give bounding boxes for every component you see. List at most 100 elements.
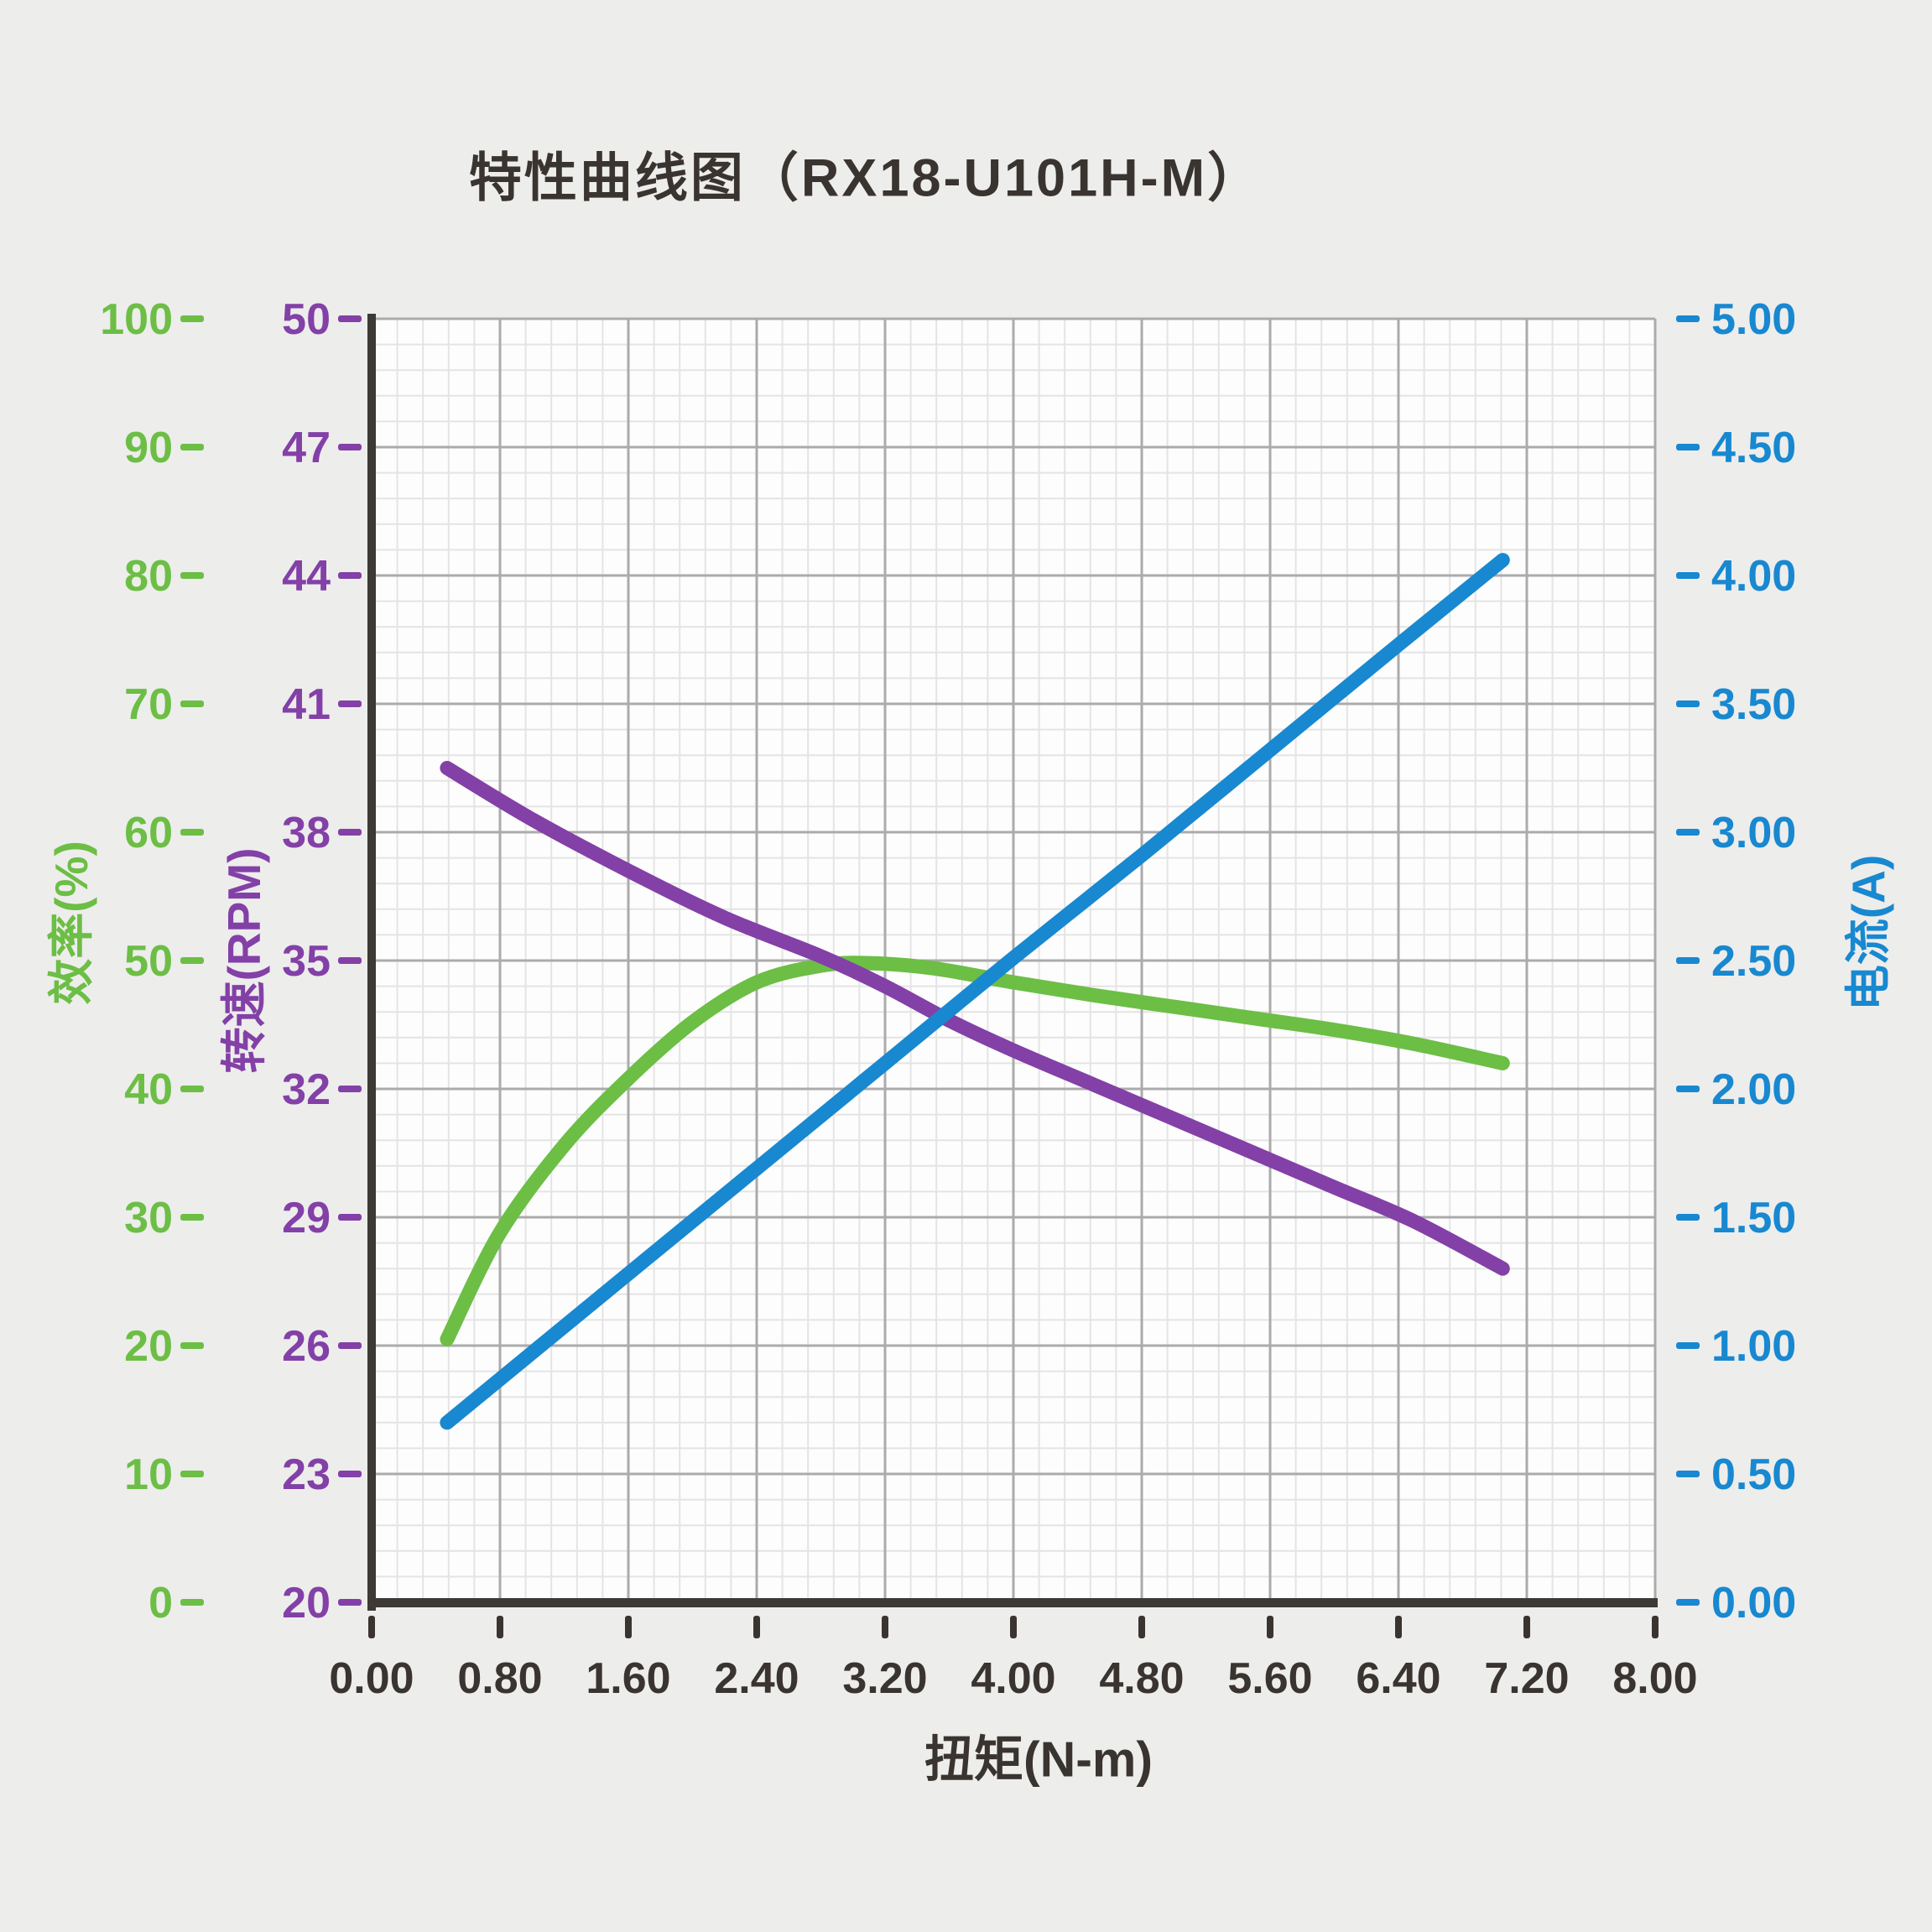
current-tick-label: 5.00 xyxy=(1711,295,1796,344)
efficiency-tick-mark xyxy=(180,1599,204,1606)
efficiency-tick-mark xyxy=(180,444,204,450)
y-axis-line xyxy=(367,314,376,1611)
speed-tick-mark xyxy=(338,444,362,450)
x-tick-label: 3.20 xyxy=(842,1654,927,1703)
speed-curve xyxy=(440,761,1510,1276)
current-tick-label: 0.50 xyxy=(1711,1450,1796,1499)
speed-tick-mark xyxy=(338,829,362,836)
efficiency-tick-mark xyxy=(180,1471,204,1477)
current-tick-mark xyxy=(1676,1342,1700,1349)
current-tick-mark xyxy=(1676,1086,1700,1092)
x-tick-label: 0.80 xyxy=(457,1654,542,1703)
x-tick-label: 6.40 xyxy=(1356,1654,1440,1703)
efficiency-curve xyxy=(440,956,1510,1346)
speed-tick-label: 20 xyxy=(282,1579,331,1627)
current-tick-label: 1.00 xyxy=(1711,1322,1796,1371)
speed-tick-mark xyxy=(338,1214,362,1221)
current-tick-label: 2.50 xyxy=(1711,937,1796,986)
x-tick-label: 5.60 xyxy=(1227,1654,1312,1703)
x-tick-label: 1.60 xyxy=(586,1654,670,1703)
efficiency-tick-mark xyxy=(180,1086,204,1092)
current-tick-mark xyxy=(1676,1214,1700,1221)
x-tick-mark xyxy=(368,1616,375,1638)
speed-tick-label: 44 xyxy=(282,552,331,601)
speed-tick-label: 41 xyxy=(282,680,331,729)
speed-tick-label: 23 xyxy=(282,1450,331,1499)
x-tick-mark xyxy=(625,1616,632,1638)
x-tick-mark xyxy=(1138,1616,1145,1638)
efficiency-tick-label: 10 xyxy=(124,1450,173,1499)
speed-tick-label: 50 xyxy=(282,295,331,344)
efficiency-tick-label: 20 xyxy=(124,1322,173,1371)
current-tick-label: 4.00 xyxy=(1711,552,1796,601)
current-tick-label: 4.50 xyxy=(1711,424,1796,472)
chart-title: 特性曲线图（RX18-U101H-M） xyxy=(468,148,1263,208)
efficiency-tick-mark xyxy=(180,1342,204,1349)
current-tick-label: 0.00 xyxy=(1711,1579,1796,1627)
current-curve xyxy=(440,553,1510,1430)
efficiency-tick-label: 60 xyxy=(124,809,173,857)
current-tick-mark xyxy=(1676,957,1700,964)
x-tick-mark xyxy=(882,1616,888,1638)
speed-tick-mark xyxy=(338,1599,362,1606)
x-tick-mark xyxy=(1523,1616,1530,1638)
x-tick-label: 4.80 xyxy=(1099,1654,1184,1703)
x-tick-mark xyxy=(1395,1616,1402,1638)
x-axis-line xyxy=(367,1598,1658,1607)
current-tick-label: 1.50 xyxy=(1711,1194,1796,1242)
current-tick-mark xyxy=(1676,572,1700,579)
speed-tick-mark xyxy=(338,315,362,322)
current-tick-mark xyxy=(1676,444,1700,450)
speed-tick-mark xyxy=(338,1342,362,1349)
efficiency-axis-title: 效率(%) xyxy=(45,841,97,1005)
efficiency-tick-label: 50 xyxy=(124,937,173,986)
efficiency-tick-label: 30 xyxy=(124,1194,173,1242)
efficiency-tick-mark xyxy=(180,957,204,964)
speed-tick-label: 29 xyxy=(282,1194,331,1242)
efficiency-tick-mark xyxy=(180,315,204,322)
x-tick-mark xyxy=(1267,1616,1273,1638)
efficiency-tick-mark xyxy=(180,700,204,707)
x-tick-label: 4.00 xyxy=(971,1654,1055,1703)
x-tick-mark xyxy=(1652,1616,1659,1638)
speed-tick-label: 47 xyxy=(282,424,331,472)
current-tick-mark xyxy=(1676,1471,1700,1477)
efficiency-tick-label: 90 xyxy=(124,424,173,472)
speed-tick-mark xyxy=(338,1471,362,1477)
x-tick-mark xyxy=(497,1616,503,1638)
efficiency-tick-mark xyxy=(180,572,204,579)
x-tick-label: 8.00 xyxy=(1612,1654,1697,1703)
speed-tick-label: 26 xyxy=(282,1322,331,1371)
speed-tick-mark xyxy=(338,572,362,579)
efficiency-tick-mark xyxy=(180,1214,204,1221)
current-axis-title: 电流(A) xyxy=(1842,854,1894,1012)
speed-tick-label: 32 xyxy=(282,1065,331,1114)
efficiency-tick-label: 40 xyxy=(124,1065,173,1114)
speed-tick-mark xyxy=(338,1086,362,1092)
current-tick-label: 3.50 xyxy=(1711,680,1796,729)
speed-tick-label: 38 xyxy=(282,809,331,857)
x-tick-mark xyxy=(753,1616,760,1638)
efficiency-tick-label: 80 xyxy=(124,552,173,601)
current-tick-mark xyxy=(1676,700,1700,707)
efficiency-tick-mark xyxy=(180,829,204,836)
torque-axis-title: 扭矩(N-m) xyxy=(924,1732,1153,1788)
current-tick-mark xyxy=(1676,829,1700,836)
speed-tick-mark xyxy=(338,700,362,707)
current-tick-label: 3.00 xyxy=(1711,809,1796,857)
speed-axis-title: 转速(RPM) xyxy=(218,847,270,1074)
x-tick-label: 7.20 xyxy=(1484,1654,1569,1703)
efficiency-tick-label: 100 xyxy=(100,295,173,344)
speed-tick-label: 35 xyxy=(282,937,331,986)
x-tick-mark xyxy=(1010,1616,1017,1638)
x-tick-label: 2.40 xyxy=(714,1654,799,1703)
current-tick-mark xyxy=(1676,315,1700,322)
efficiency-tick-label: 70 xyxy=(124,680,173,729)
current-tick-label: 2.00 xyxy=(1711,1065,1796,1114)
x-tick-label: 0.00 xyxy=(329,1654,414,1703)
current-tick-mark xyxy=(1676,1599,1700,1606)
efficiency-tick-label: 0 xyxy=(148,1579,173,1627)
speed-tick-mark xyxy=(338,957,362,964)
